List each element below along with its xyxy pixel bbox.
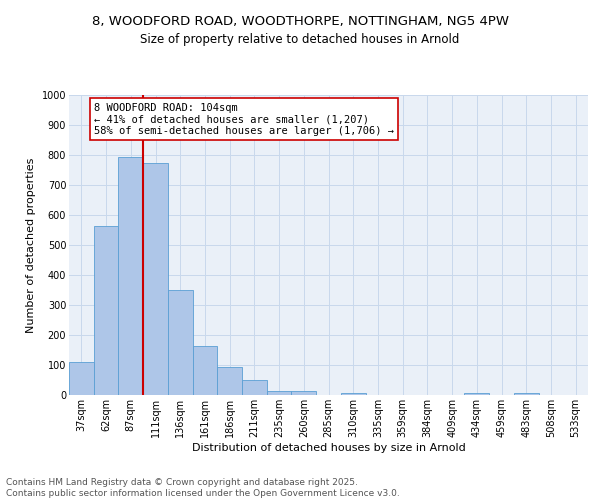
Text: 8 WOODFORD ROAD: 104sqm
← 41% of detached houses are smaller (1,207)
58% of semi: 8 WOODFORD ROAD: 104sqm ← 41% of detache… [94,102,394,136]
Bar [292,392,316,395]
Bar [242,380,267,395]
Bar [341,392,365,395]
Bar [193,346,217,395]
Bar [118,156,143,395]
Bar [464,392,489,395]
Bar [217,366,242,395]
Y-axis label: Number of detached properties: Number of detached properties [26,158,36,332]
Bar [267,390,292,395]
Text: Size of property relative to detached houses in Arnold: Size of property relative to detached ho… [140,32,460,46]
Bar [94,226,118,395]
Bar [69,362,94,395]
Bar [143,162,168,395]
Text: 8, WOODFORD ROAD, WOODTHORPE, NOTTINGHAM, NG5 4PW: 8, WOODFORD ROAD, WOODTHORPE, NOTTINGHAM… [91,15,509,28]
X-axis label: Distribution of detached houses by size in Arnold: Distribution of detached houses by size … [191,442,466,452]
Bar [514,392,539,395]
Text: Contains HM Land Registry data © Crown copyright and database right 2025.
Contai: Contains HM Land Registry data © Crown c… [6,478,400,498]
Bar [168,290,193,395]
